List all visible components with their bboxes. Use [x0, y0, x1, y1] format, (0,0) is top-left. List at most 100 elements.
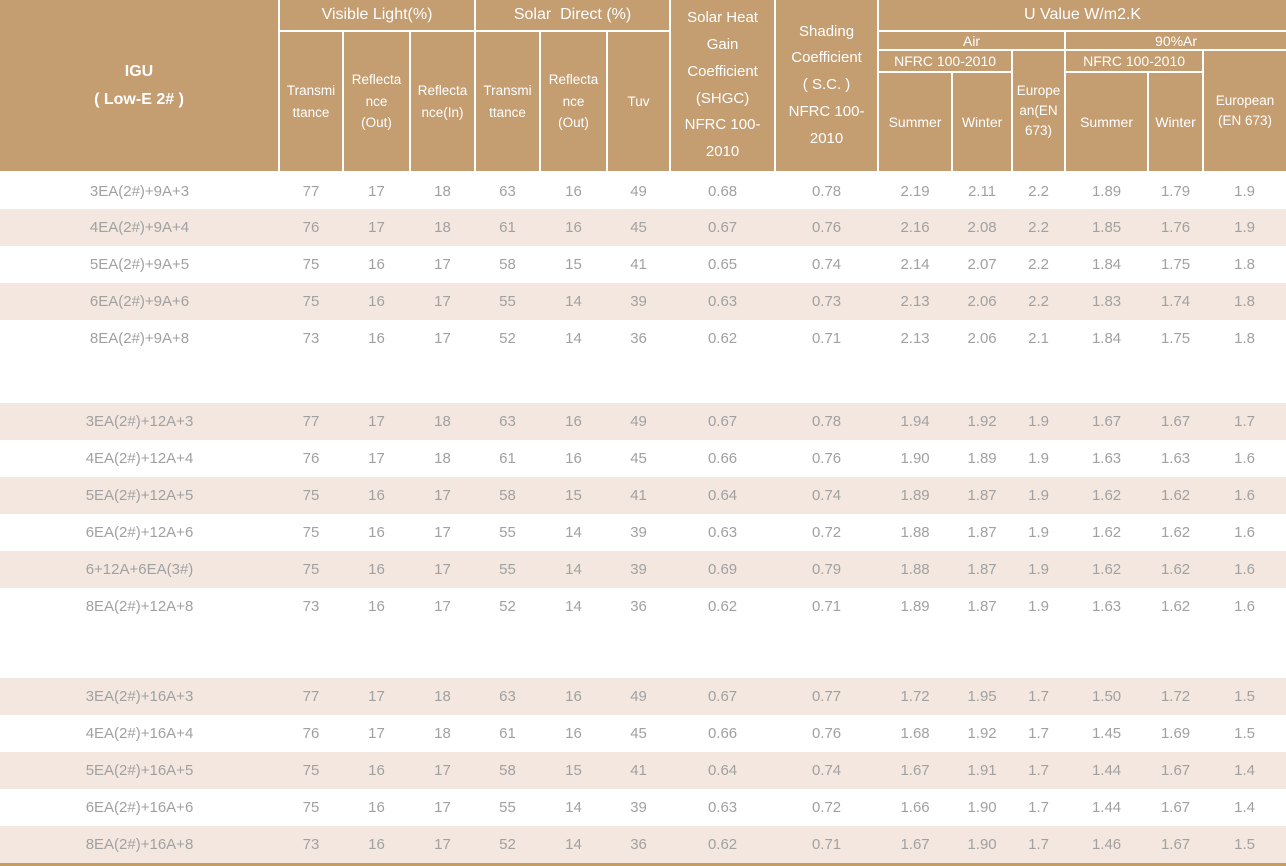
value-cell: 52	[499, 598, 516, 615]
value-cell: 0.74	[775, 752, 879, 789]
value-cell: 1.5	[1203, 678, 1286, 715]
value-cell: 1.63	[1160, 450, 1191, 467]
value-cell: 2.06	[952, 283, 1013, 320]
value-cell: 58	[475, 752, 541, 789]
value-cell: 1.7	[1012, 826, 1066, 863]
value-cell: 1.6	[1234, 450, 1255, 467]
value-cell: 77	[279, 678, 343, 715]
value-cell: 41	[607, 752, 671, 789]
header-tuv: Tuv	[606, 30, 672, 173]
value-cell: 49	[607, 678, 671, 715]
value-cell: 1.7	[1028, 725, 1049, 742]
value-cell: 1.7	[1012, 678, 1066, 715]
value-cell: 1.92	[967, 725, 997, 742]
table-row: 6EA(2#)+16A+6 75 16 17 55 14 39 0.63 0.72 1.66 1.9…	[0, 789, 1286, 826]
value-cell: 17	[368, 450, 385, 467]
table-header: IGU ( Low-E 2# ) Visible Light(%) Solar …	[0, 0, 1286, 173]
header-winter-air: Winter	[951, 71, 1014, 173]
value-cell: 63	[475, 403, 541, 440]
value-cell: 16	[565, 182, 582, 200]
value-cell: 0.62	[670, 826, 776, 863]
igu-label-cell: 8EA(2#)+9A+8	[89, 330, 190, 347]
value-cell: 17	[434, 256, 451, 273]
header-winter-argon: Winter	[1147, 71, 1205, 173]
value-cell: 61	[499, 725, 516, 742]
value-cell: 1.50	[1065, 678, 1149, 715]
value-cell: 0.67	[670, 209, 776, 246]
value-cell: 1.7	[1028, 799, 1049, 816]
value-cell: 1.9	[1028, 524, 1049, 541]
value-cell: 17	[368, 182, 385, 200]
value-cell: 17	[410, 752, 476, 789]
value-cell: 16	[343, 826, 410, 863]
value-cell: 0.62	[707, 330, 738, 347]
value-cell: 1.67	[878, 752, 953, 789]
value-cell: 1.90	[967, 799, 997, 816]
igu-label-cell: 5EA(2#)+9A+5	[89, 256, 190, 273]
igu-label-cell: 3EA(2#)+12A+3	[0, 403, 279, 440]
value-cell: 75	[279, 551, 343, 588]
value-cell: 1.76	[1148, 209, 1204, 246]
value-cell: 16	[343, 752, 410, 789]
value-cell: 17	[368, 725, 385, 742]
header-argon: 90%Ar	[1064, 30, 1286, 51]
value-cell: 55	[499, 799, 516, 816]
value-cell: 16	[368, 524, 385, 541]
value-cell: 36	[607, 826, 671, 863]
value-cell: 45	[607, 209, 671, 246]
value-cell: 0.71	[811, 598, 842, 615]
value-cell: 18	[410, 403, 476, 440]
value-cell: 75	[279, 477, 343, 514]
value-cell: 16	[368, 330, 385, 347]
value-cell: 39	[630, 524, 647, 541]
value-cell: 1.6	[1203, 551, 1286, 588]
value-cell: 1.67	[878, 826, 953, 863]
value-cell: 17	[410, 477, 476, 514]
value-cell: 1.84	[1091, 256, 1122, 273]
value-cell: 1.62	[1160, 598, 1191, 615]
value-cell: 1.89	[900, 598, 930, 615]
value-cell: 0.76	[811, 450, 842, 467]
header-shgc: Solar Heat Gain Coefficient (SHGC) NFRC …	[669, 0, 777, 173]
value-cell: 75	[279, 283, 343, 320]
value-cell: 75	[302, 256, 320, 273]
value-cell: 1.94	[878, 403, 953, 440]
header-igu: IGU ( Low-E 2# )	[0, 0, 280, 173]
value-cell: 1.87	[952, 551, 1013, 588]
value-cell: 1.4	[1234, 799, 1255, 816]
value-cell: 2.2	[1012, 283, 1066, 320]
igu-label-cell: 6+12A+6EA(3#)	[0, 551, 279, 588]
value-cell: 16	[368, 256, 385, 273]
header-nfrc-air: NFRC 100-2010	[877, 49, 1014, 73]
value-cell: 1.72	[878, 678, 953, 715]
value-cell: 73	[302, 598, 320, 615]
value-cell: 1.62	[1065, 477, 1149, 514]
value-cell: 2.06	[967, 330, 997, 347]
value-cell: 14	[540, 826, 608, 863]
value-cell: 0.64	[670, 477, 776, 514]
value-cell: 17	[410, 551, 476, 588]
value-cell: 1.4	[1203, 752, 1286, 789]
value-cell: 16	[565, 725, 582, 742]
value-cell: 0.73	[775, 283, 879, 320]
value-cell: 17	[434, 524, 451, 541]
value-cell: 14	[565, 524, 582, 541]
value-cell: 1.75	[1160, 330, 1191, 347]
value-cell: 1.46	[1065, 826, 1149, 863]
value-cell: 63	[499, 182, 516, 200]
value-cell: 45	[630, 725, 647, 742]
header-nfrc-argon: NFRC 100-2010	[1064, 49, 1205, 73]
table-row: 6EA(2#)+12A+6 75 16 17 55 14 39 0.63 0.72 1.88 1.8…	[0, 514, 1286, 551]
value-cell: 1.85	[1065, 209, 1149, 246]
header-summer-air: Summer	[877, 71, 954, 173]
value-cell: 52	[499, 330, 516, 347]
value-cell: 14	[565, 330, 582, 347]
value-cell: 16	[343, 551, 410, 588]
value-cell: 1.84	[1091, 330, 1122, 347]
value-cell: 16	[540, 209, 608, 246]
value-cell: 2.14	[900, 256, 930, 273]
value-cell: 0.76	[811, 725, 842, 742]
table-row: 8EA(2#)+16A+8 73 16 17 52 14 36 0.62 0.71 1.67 1.9…	[0, 826, 1286, 863]
value-cell: 1.62	[1148, 477, 1204, 514]
